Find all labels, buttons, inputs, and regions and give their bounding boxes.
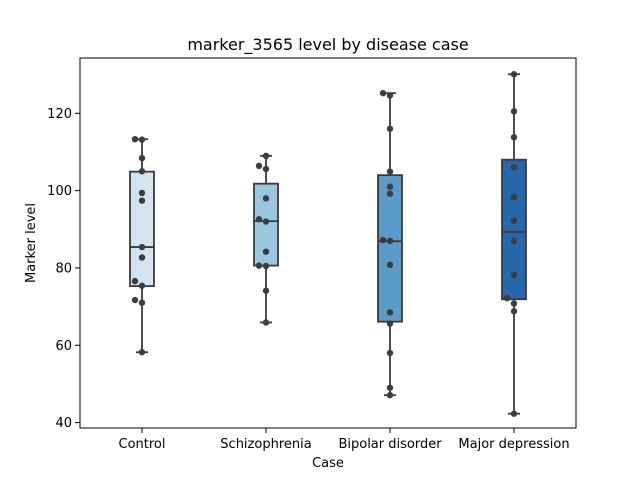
data-point <box>386 183 394 190</box>
data-point <box>510 108 518 115</box>
data-point <box>503 294 511 302</box>
plot-frame <box>79 57 577 429</box>
data-point <box>510 71 518 78</box>
x-tick-label: Schizophrenia <box>220 437 311 452</box>
data-point <box>255 216 263 223</box>
data-point <box>262 152 270 160</box>
x-tick-label: Major depression <box>458 437 569 452</box>
plot-area: 40 60 80 100 120 Control Schizophrenia Bipolar … <box>47 57 577 452</box>
data-point <box>510 164 518 171</box>
data-point <box>131 277 139 285</box>
data-point <box>255 262 263 269</box>
data-point <box>386 92 394 99</box>
data-point <box>510 300 518 307</box>
data-point <box>386 349 394 357</box>
y-tick-label: 40 <box>55 416 72 431</box>
data-point <box>138 154 146 162</box>
y-tick-label: 120 <box>47 107 72 122</box>
data-point <box>386 237 394 245</box>
data-point <box>379 236 387 244</box>
data-point <box>255 162 263 170</box>
data-point <box>138 168 146 175</box>
data-point <box>510 237 518 245</box>
box-control <box>129 170 155 288</box>
box-major-depression <box>501 158 527 301</box>
data-point <box>262 319 270 326</box>
data-point <box>262 165 270 173</box>
chart-title: marker_3565 level by disease case <box>187 35 468 55</box>
x-tick-label: Bipolar disorder <box>338 437 442 452</box>
data-point <box>510 193 518 201</box>
data-point <box>386 309 394 316</box>
data-point <box>262 218 270 225</box>
data-point <box>138 282 146 289</box>
data-point <box>386 384 394 391</box>
data-point <box>262 262 270 270</box>
data-point <box>386 261 394 269</box>
data-point <box>131 135 139 143</box>
data-point <box>138 254 146 261</box>
data-point <box>510 410 518 417</box>
x-tick-label: Control <box>119 437 166 452</box>
data-point <box>386 125 394 132</box>
data-point <box>386 320 394 327</box>
data-point <box>138 299 146 306</box>
y-tick-label: 80 <box>55 261 72 276</box>
data-point <box>510 217 518 224</box>
y-tick-label: 60 <box>55 339 72 354</box>
data-point <box>386 168 394 175</box>
data-point <box>510 308 518 315</box>
x-axis-label: Case <box>312 456 344 471</box>
data-point <box>138 189 146 197</box>
y-tick-label: 100 <box>47 184 72 199</box>
data-point <box>131 296 139 304</box>
data-point <box>138 197 146 204</box>
box-bipolar-disorder <box>377 174 403 323</box>
data-point <box>262 287 270 294</box>
data-point <box>386 190 394 197</box>
data-point <box>379 89 387 97</box>
y-axis-label: Marker level <box>24 203 39 283</box>
data-point <box>138 349 146 356</box>
data-point <box>510 134 518 141</box>
data-point <box>262 195 270 202</box>
data-point <box>510 271 518 279</box>
data-point <box>262 248 270 255</box>
data-point <box>386 391 394 399</box>
data-point <box>138 243 146 251</box>
data-point <box>138 136 146 143</box>
